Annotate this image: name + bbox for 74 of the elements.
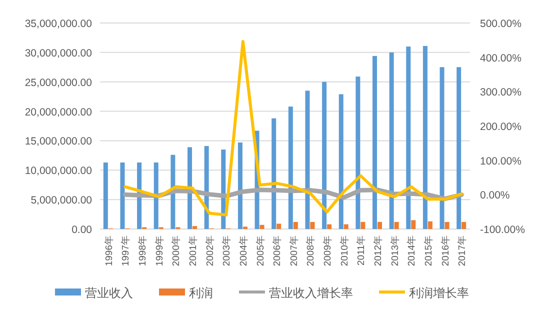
bar <box>260 224 264 229</box>
bar <box>440 67 444 229</box>
x-tick-label: 2010年 <box>338 235 350 266</box>
legend-label: 利润 <box>189 286 213 300</box>
x-tick-label: 2014年 <box>406 235 418 266</box>
x-tick-label: 1998年 <box>136 235 149 266</box>
y-tick-label: 25,000,000.00 <box>24 76 92 89</box>
bar <box>293 222 298 229</box>
y-tick-label: 15,000,000.00 <box>24 136 92 148</box>
bar <box>276 224 282 229</box>
bar <box>327 224 332 229</box>
x-tick-label: 2017年 <box>456 235 468 266</box>
y-tick-label: 35,000,000.00 <box>24 18 92 30</box>
x-tick-label: 2012年 <box>372 235 384 266</box>
x-tick-label: 2005年 <box>254 235 266 266</box>
x-tick-label: 2001年 <box>187 235 199 266</box>
bar <box>356 76 360 229</box>
y-tick-label: 10,000,000.00 <box>24 165 92 178</box>
x-tick-label: 2013年 <box>388 235 401 266</box>
y-tick-label: 5,000,000.00 <box>30 194 92 207</box>
bar <box>192 226 197 229</box>
x-tick-label: 2004年 <box>237 235 250 266</box>
bar <box>378 222 382 229</box>
bar <box>428 221 432 229</box>
x-tick-label: 2016年 <box>439 235 452 266</box>
y-tick-label: 30,000,000.00 <box>24 47 92 60</box>
bar <box>238 142 242 229</box>
bar <box>305 90 310 229</box>
x-tick-label: 1996年 <box>102 235 115 266</box>
y2-tick-label: 0.00% <box>480 190 510 202</box>
bar <box>456 67 462 229</box>
bar <box>103 162 108 229</box>
y2-tick-label: 300.00% <box>480 86 522 99</box>
bar <box>394 222 399 229</box>
bar <box>444 222 450 229</box>
bar <box>462 222 466 229</box>
y2-tick-label: 200.00% <box>480 121 522 133</box>
legend-label: 营业收入增长率 <box>269 286 353 300</box>
x-tick-label: 2015年 <box>422 235 434 266</box>
bar <box>154 162 158 229</box>
x-tick-label: 2000年 <box>170 235 182 266</box>
bar <box>120 162 125 229</box>
x-tick-label: 2003年 <box>220 235 233 266</box>
x-tick-label: 1999年 <box>153 235 166 266</box>
bar <box>188 147 192 229</box>
bar <box>411 220 416 229</box>
x-tick-label: 2007年 <box>288 235 300 266</box>
y2-tick-label: 100.00% <box>480 155 522 168</box>
bar <box>406 46 411 229</box>
bar <box>360 222 366 229</box>
bar <box>310 222 315 229</box>
y2-tick-label: -100.00% <box>480 224 525 236</box>
bar <box>322 82 327 229</box>
x-tick-label: 2002年 <box>204 235 216 266</box>
x-tick-label: 2009年 <box>322 235 334 266</box>
bar <box>272 118 276 229</box>
bar <box>344 224 348 229</box>
bar <box>389 52 394 229</box>
x-tick-label: 1997年 <box>120 235 132 266</box>
x-tick-label: 2006年 <box>271 235 284 266</box>
bar <box>221 150 226 229</box>
legend-label: 营业收入 <box>85 286 133 300</box>
y-tick-label: 0.00 <box>72 224 92 236</box>
y-tick-label: 20,000,000.00 <box>24 106 92 118</box>
y2-tick-label: 500.00% <box>480 18 522 30</box>
bar <box>372 56 377 229</box>
x-tick-label: 2008年 <box>304 235 317 266</box>
bar <box>422 46 428 229</box>
bar <box>338 94 344 229</box>
legend-label: 利润增长率 <box>409 286 469 300</box>
bar <box>170 154 176 229</box>
bar <box>288 106 293 229</box>
x-tick-label: 2011年 <box>355 235 368 266</box>
y2-tick-label: 400.00% <box>480 52 522 64</box>
